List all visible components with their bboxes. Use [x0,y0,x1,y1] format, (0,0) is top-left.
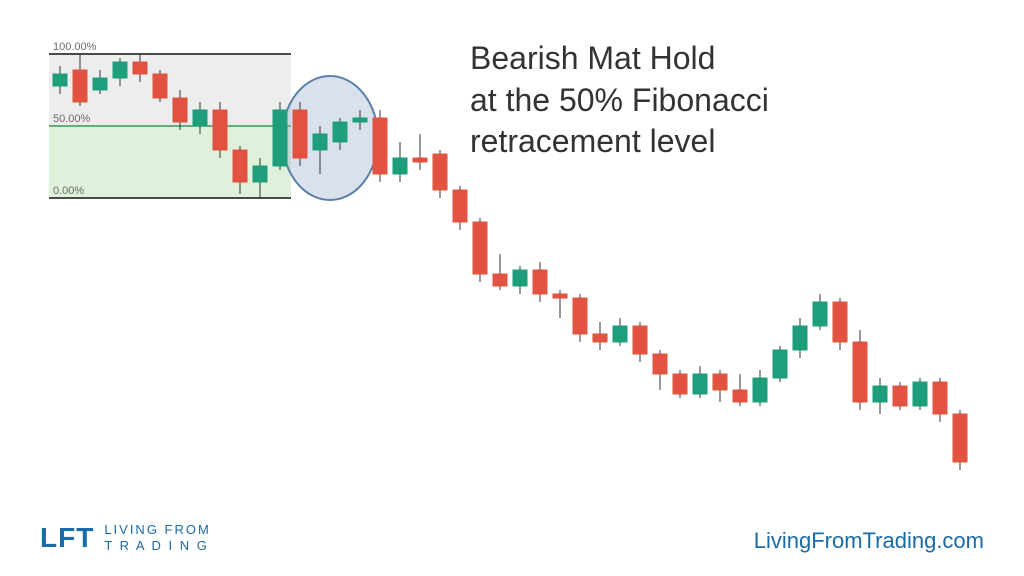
logo-line-1: LIVING FROM [104,522,211,537]
chart-title: Bearish Mat Hold at the 50% Fibonacci re… [470,38,769,163]
svg-text:50.00%: 50.00% [53,113,91,125]
svg-text:0.00%: 0.00% [53,185,84,197]
logo-abbr: LFT [40,522,94,554]
brand-url: LivingFromTrading.com [754,528,984,554]
title-line-1: Bearish Mat Hold [470,40,715,76]
title-line-2: at the 50% Fibonacci [470,82,769,118]
title-line-3: retracement level [470,123,715,159]
svg-text:100.00%: 100.00% [53,41,97,53]
logo-line-2: T R A D I N G [104,538,209,553]
brand-logo: LFT LIVING FROM T R A D I N G [40,522,211,555]
